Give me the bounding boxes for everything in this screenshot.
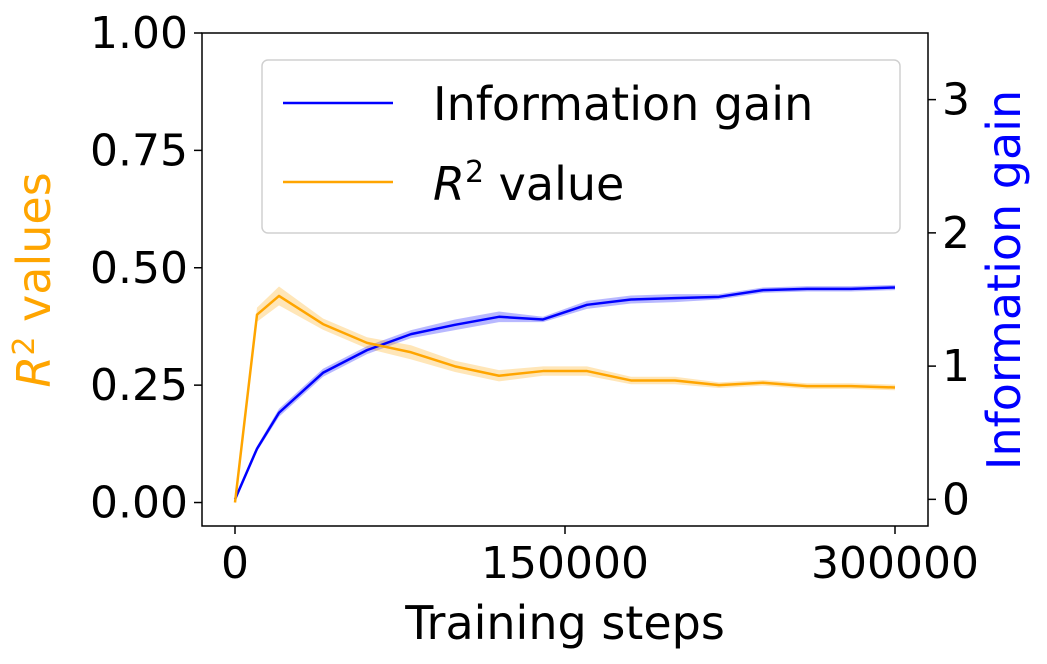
- right-y-tick-label: 3: [942, 75, 970, 126]
- legend-label-information-gain: Information gain: [433, 77, 813, 131]
- x-tick-label: 300000: [811, 538, 979, 589]
- right-y-tick-label: 0: [942, 474, 970, 525]
- legend-label-r2-base: R: [433, 157, 465, 211]
- left-y-axis-title-rest: values: [7, 172, 61, 336]
- left-y-tick-label: 0.25: [90, 360, 188, 411]
- band-r2-value: [235, 286, 895, 503]
- left-y-tick-label: 0.00: [90, 478, 188, 529]
- x-tick-label: 150000: [481, 538, 649, 589]
- legend-label-r2-value: R2 value: [433, 155, 624, 211]
- left-y-tick-label: 1.00: [90, 8, 188, 59]
- left-y-axis-ticks: 0.00 0.25 0.50 0.75 1.00: [90, 8, 202, 529]
- left-y-axis-title-base: R: [7, 356, 61, 388]
- left-y-tick-label: 0.50: [90, 243, 188, 294]
- left-y-axis-title: R2 values: [7, 172, 61, 387]
- left-y-axis-title-sup: 2: [7, 337, 42, 356]
- series-line-information-gain: [233, 286, 896, 500]
- x-tick-label: 0: [221, 538, 249, 589]
- band-information-gain: [235, 284, 895, 500]
- series-lines: [233, 286, 896, 503]
- legend: Information gain R2 value: [261, 59, 901, 234]
- right-y-axis-title: Information gain: [977, 90, 1031, 470]
- right-y-tick-label: 2: [942, 208, 970, 259]
- x-axis-title: Training steps: [404, 596, 725, 650]
- confidence-bands: [235, 284, 895, 503]
- x-axis-ticks: 0 150000 300000: [221, 526, 979, 589]
- legend-label-r2-rest: value: [484, 157, 624, 211]
- legend-box: [261, 59, 901, 234]
- right-y-axis-ticks: 0 1 2 3: [928, 75, 970, 525]
- right-y-tick-label: 1: [942, 341, 970, 392]
- left-y-tick-label: 0.75: [90, 125, 188, 176]
- series-line-r2-value: [233, 294, 896, 503]
- legend-label-r2-sup: 2: [465, 155, 484, 190]
